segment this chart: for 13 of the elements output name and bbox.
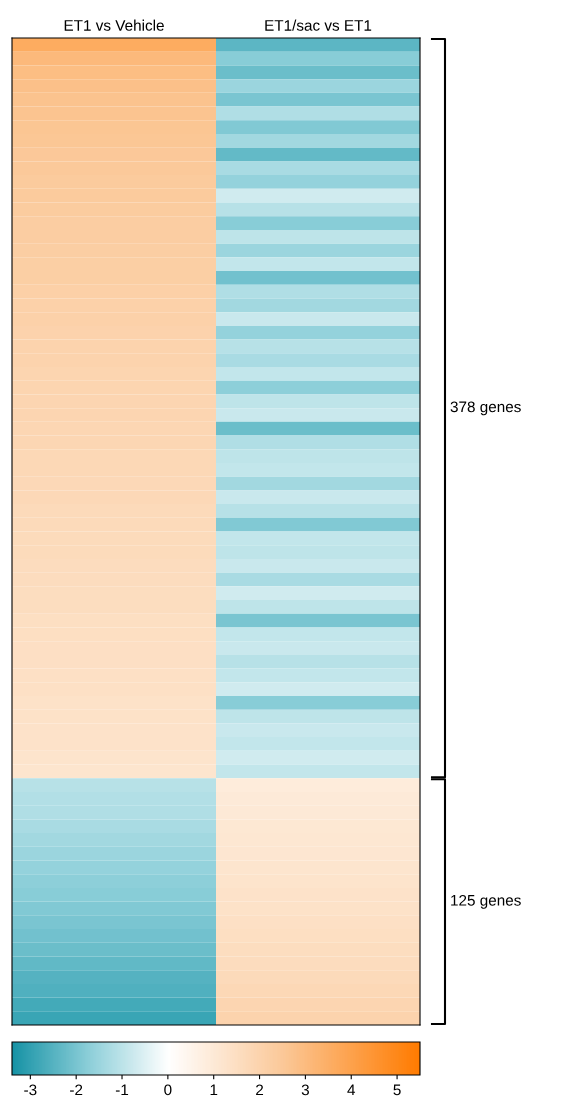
color-bar-label: 3 — [301, 1084, 309, 1096]
color-bar-label: 1 — [210, 1084, 218, 1096]
color-bar-label: 0 — [164, 1084, 172, 1096]
text: 378 genes — [450, 401, 521, 416]
color-bar-label: 4 — [347, 1084, 356, 1096]
text: 125 genes — [451, 894, 521, 909]
color-bar-label: 2 — [256, 1084, 264, 1096]
color-bar-label: -3 — [24, 1084, 37, 1096]
color-bar-label: -2 — [70, 1084, 83, 1096]
x-tick-label: ET1/sac vs ET1 — [265, 19, 372, 31]
color-bar-label: 5 — [393, 1084, 401, 1096]
color-bar-label: -1 — [115, 1084, 129, 1096]
x-tick-label: ET1 vs Vehicle — [64, 19, 164, 31]
